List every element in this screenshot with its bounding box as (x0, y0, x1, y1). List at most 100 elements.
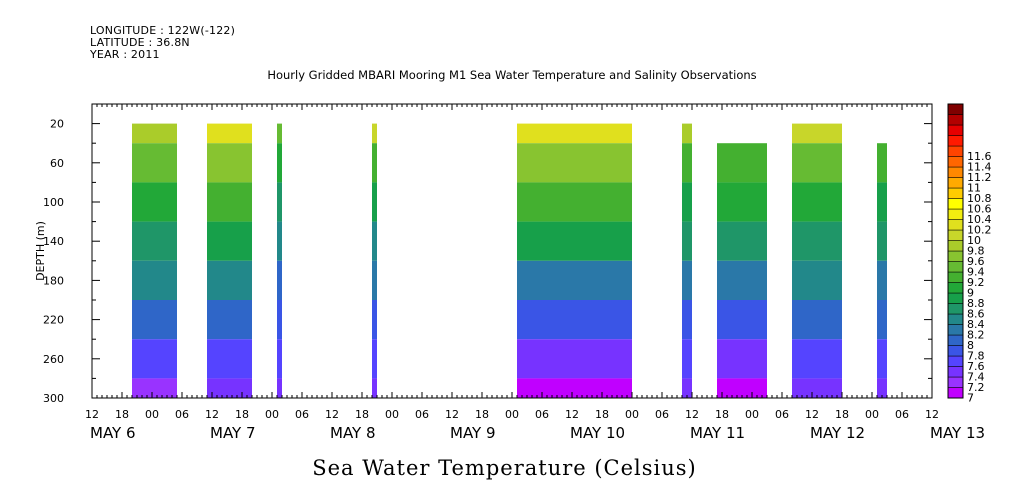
day-label: MAY 12 (810, 424, 865, 442)
longitude-label: LONGITUDE : 122W(-122) (90, 24, 236, 37)
y-axis-labels: 20 60 100 140 180 220 260 300 (43, 118, 64, 405)
heatmap-cell (682, 143, 692, 183)
colorbar-label: 7.6 (967, 360, 985, 373)
heatmap-cell (682, 378, 692, 398)
colorbar-label: 11 (967, 182, 981, 195)
x-tick-label: 06 (415, 408, 429, 421)
colorbar-label: 7.4 (967, 371, 985, 384)
y-axis-title: DEPTH (m) (34, 221, 47, 281)
heatmap-cell (717, 182, 767, 222)
colorbar-swatch (947, 387, 964, 399)
heatmap-cell (372, 143, 377, 183)
x-tick-label: 18 (235, 408, 249, 421)
colorbar-label: 7.8 (967, 350, 985, 363)
heatmap-cell (132, 221, 177, 261)
colorbar-swatch (947, 345, 964, 357)
day-label: MAY 13 (930, 424, 985, 442)
colorbar-label: 10.8 (967, 192, 992, 205)
y-tick-label: 180 (43, 274, 64, 287)
y-tick-label: 20 (50, 118, 64, 131)
heatmap-cell (792, 339, 842, 379)
colorbar-label: 8.8 (967, 297, 985, 310)
heatmap-cell (792, 260, 842, 300)
colorbar-swatch (947, 135, 964, 147)
heatmap-cell (132, 339, 177, 379)
colorbar-swatch (947, 177, 964, 189)
heatmap-cell (132, 143, 177, 183)
heatmap-cell (682, 123, 692, 144)
colorbar-swatch (947, 303, 964, 315)
x-tick-label: 12 (325, 408, 339, 421)
heatmap-cell (877, 339, 887, 379)
heatmap-cell (132, 300, 177, 340)
colorbar-swatch (947, 292, 964, 304)
y-tick-label: 300 (43, 392, 64, 405)
heatmap-cell (717, 260, 767, 300)
heatmap-cell (877, 143, 887, 183)
heatmap-cell (277, 300, 282, 340)
colorbar-label: 10.6 (967, 203, 992, 216)
heatmap-cell (207, 143, 252, 183)
heatmap-cell (682, 182, 692, 222)
heatmap-cell (207, 123, 252, 144)
x-tick-label: 06 (175, 408, 189, 421)
y-tick-label: 100 (43, 196, 64, 209)
x-tick-label: 06 (535, 408, 549, 421)
heatmap-cell (682, 260, 692, 300)
colorbar-swatch (947, 114, 964, 126)
axis-ticks (91, 103, 933, 399)
heatmap-cell (517, 182, 632, 222)
heatmap-cell (792, 182, 842, 222)
colorbar-swatch (947, 208, 964, 220)
colorbar-swatch (947, 156, 964, 168)
plot-area (132, 123, 887, 398)
colorbar-swatch (947, 166, 964, 178)
colorbar-label: 11.6 (967, 150, 992, 163)
colorbar-swatch (947, 355, 964, 367)
colorbar-label: 10 (967, 234, 981, 247)
heatmap-cell (792, 143, 842, 183)
colorbar-label: 9.2 (967, 276, 985, 289)
colorbar-label: 10.2 (967, 224, 992, 237)
x-tick-label: 00 (865, 408, 879, 421)
day-label: MAY 10 (570, 424, 625, 442)
colorbar-swatch (947, 282, 964, 294)
colorbar-swatch (947, 376, 964, 388)
colorbar-label: 10.4 (967, 213, 992, 226)
heatmap-cell (132, 378, 177, 398)
heatmap-cell (207, 300, 252, 340)
heatmap-cell (877, 221, 887, 261)
heatmap-cell (717, 221, 767, 261)
heatmap-cell (277, 143, 282, 183)
x-tick-label: 00 (385, 408, 399, 421)
colorbar-swatch (947, 250, 964, 262)
heatmap-cell (517, 221, 632, 261)
y-tick-label: 140 (43, 235, 64, 248)
x-tick-label: 00 (745, 408, 759, 421)
heatmap-cell (277, 339, 282, 379)
y-tick-label: 260 (43, 353, 64, 366)
x-tick-label: 00 (145, 408, 159, 421)
heatmap-cell (277, 378, 282, 398)
heatmap-cell (792, 378, 842, 398)
heatmap-cell (877, 182, 887, 222)
x-tick-label: 12 (925, 408, 939, 421)
heatmap-cell (372, 123, 377, 144)
x-tick-label: 06 (775, 408, 789, 421)
x-tick-label: 12 (565, 408, 579, 421)
heatmap-cell (717, 300, 767, 340)
x-tick-label: 18 (595, 408, 609, 421)
colorbar-swatch (947, 219, 964, 231)
colorbar-swatch (947, 240, 964, 252)
day-label: MAY 11 (690, 424, 745, 442)
day-label: MAY 7 (210, 424, 256, 442)
x-tick-label: 18 (355, 408, 369, 421)
heatmap-cell (517, 123, 632, 144)
colorbar-swatch (947, 198, 964, 210)
colorbar-label: 9.4 (967, 266, 985, 279)
bottom-title: Sea Water Temperature (Celsius) (312, 456, 697, 480)
colorbar-label: 9.8 (967, 245, 985, 258)
heatmap-cell (877, 300, 887, 340)
day-label: MAY 9 (450, 424, 496, 442)
